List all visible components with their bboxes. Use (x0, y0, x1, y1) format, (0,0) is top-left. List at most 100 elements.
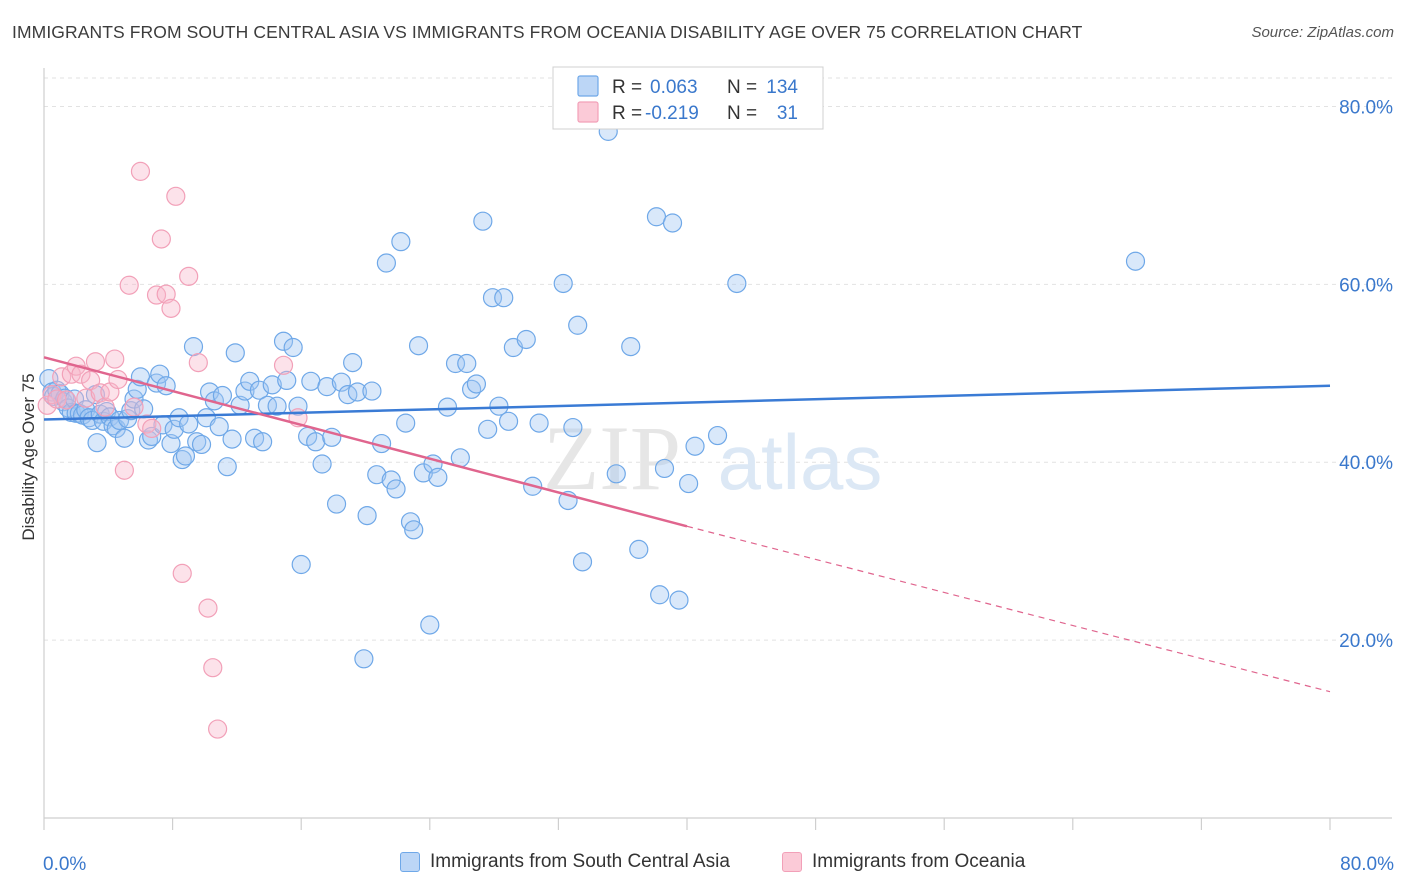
point-s0-72 (312, 454, 332, 474)
point-s0-89 (396, 413, 416, 433)
point-s1-28 (179, 266, 199, 286)
point-s0-98 (445, 353, 466, 374)
point-s0-91 (404, 520, 424, 540)
point-s0-100 (457, 353, 477, 374)
trend-lines (43, 356, 1331, 693)
point-s0-17 (87, 433, 107, 453)
point-s0-75 (326, 494, 347, 514)
point-s0-35 (150, 364, 170, 384)
legend-square-icon-blue (400, 852, 420, 872)
point-s0-124 (654, 458, 675, 479)
point-s0-67 (288, 396, 308, 416)
point-s0-32 (138, 430, 159, 450)
point-s0-88 (391, 232, 411, 252)
point-s1-18 (124, 397, 144, 417)
point-s0-122 (646, 207, 667, 227)
point-s0-103 (473, 211, 493, 231)
y-axis-label: Disability Age Over 75 (19, 373, 38, 540)
point-s0-64 (273, 331, 294, 351)
watermark-atlas: atlas (718, 418, 883, 506)
point-s1-26 (166, 186, 186, 206)
point-s0-52 (217, 457, 237, 477)
point-s0-40 (169, 408, 189, 428)
point-s0-33 (142, 426, 162, 447)
point-s0-44 (183, 337, 204, 357)
point-s1-16 (114, 460, 134, 480)
point-s0-78 (343, 353, 363, 373)
point-s0-59 (249, 380, 270, 400)
legend-swatch-blue (577, 75, 599, 97)
legend-square-icon-pink (782, 852, 802, 872)
y-tick-label-2: 60.0% (1339, 275, 1393, 296)
point-s0-54 (225, 343, 245, 363)
point-s1-12 (95, 397, 115, 417)
legend-r-label-blue: R = (612, 77, 642, 98)
point-s1-25 (161, 298, 181, 318)
point-s0-96 (428, 467, 448, 487)
x-tick-max: 80.0% (1340, 854, 1394, 875)
series-south-central-asia-points (39, 121, 1146, 669)
point-s1-8 (76, 388, 96, 408)
point-s0-83 (367, 465, 387, 485)
point-s1-29 (188, 353, 208, 373)
point-s0-125 (662, 213, 683, 233)
point-s0-25 (114, 428, 134, 448)
point-s0-112 (529, 413, 549, 433)
point-s0-85 (376, 253, 396, 273)
legend-label-oceania: Immigrants from Oceania (812, 851, 1026, 872)
legend-n-label-blue: N = (727, 77, 757, 98)
point-s0-105 (482, 288, 503, 308)
point-s1-23 (151, 229, 171, 249)
y-tick-label-0: 20.0% (1339, 631, 1393, 652)
point-s0-76 (331, 372, 351, 392)
point-s0-104 (478, 419, 498, 439)
point-s0-131 (1125, 251, 1146, 271)
point-s0-79 (347, 382, 368, 402)
point-s0-80 (354, 649, 374, 669)
point-s0-107 (494, 288, 514, 308)
watermark: ZIP atlas (543, 407, 882, 509)
point-s0-71 (306, 432, 326, 452)
point-s0-82 (362, 381, 382, 401)
series-oceania-points (37, 161, 308, 739)
point-s1-33 (273, 355, 294, 375)
y-tick-label-3: 80.0% (1339, 97, 1393, 118)
point-s0-123 (650, 585, 670, 605)
legend-n-value-pink: 31 (777, 103, 798, 124)
point-s1-32 (208, 719, 228, 739)
legend-r-value-pink: -0.219 (645, 103, 699, 124)
point-s0-87 (386, 479, 406, 499)
point-s0-129 (707, 425, 728, 446)
point-s1-24 (156, 284, 176, 304)
point-s0-92 (408, 336, 429, 356)
point-s0-128 (685, 436, 705, 456)
trend-line-oceania (43, 356, 688, 528)
legend-r-value-blue: 0.063 (650, 77, 698, 98)
point-s0-56 (235, 381, 255, 401)
point-s0-65 (277, 370, 297, 391)
point-s1-22 (146, 285, 167, 305)
legend-bottom: Immigrants from South Central Asia Immig… (0, 851, 1406, 879)
point-s1-2 (47, 389, 67, 409)
y-tick-labels: 20.0% 40.0% 60.0% 80.0% (1339, 97, 1393, 652)
point-s0-108 (498, 411, 519, 431)
point-s0-102 (466, 374, 487, 394)
legend-r-label-pink: R = (612, 103, 642, 124)
point-s0-66 (283, 337, 303, 358)
legend-n-label-pink: N = (727, 103, 757, 124)
point-s0-60 (253, 432, 273, 452)
point-s0-70 (301, 371, 321, 391)
point-s0-39 (164, 419, 184, 439)
point-s0-119 (606, 464, 626, 484)
point-s0-117 (572, 552, 593, 572)
point-s0-53 (222, 429, 242, 449)
legend-label-south-central-asia: Immigrants from South Central Asia (430, 851, 730, 872)
point-s0-130 (727, 273, 747, 294)
point-s0-115 (563, 417, 583, 438)
point-s0-68 (291, 554, 311, 575)
point-s0-46 (191, 434, 212, 455)
y-tick-label-1: 40.0% (1339, 453, 1393, 474)
point-s1-0 (37, 395, 57, 415)
point-s0-81 (357, 505, 377, 526)
point-s1-27 (172, 563, 192, 584)
